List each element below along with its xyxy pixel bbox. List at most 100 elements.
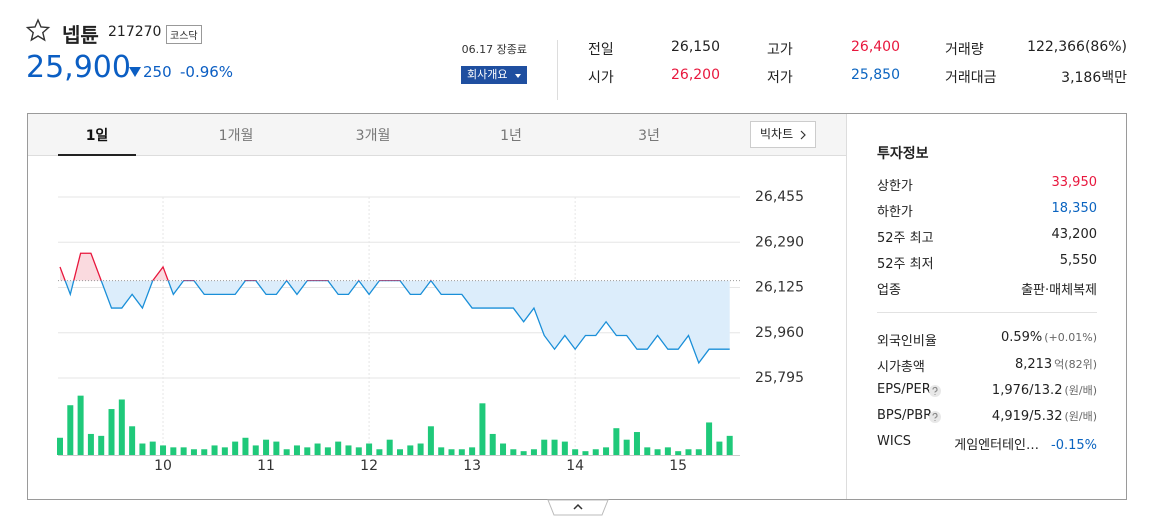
area-fill-down <box>60 280 730 363</box>
x-tick-label: 14 <box>566 458 584 474</box>
volume-bar <box>149 441 156 455</box>
volume-bar <box>469 447 476 455</box>
volume-bar <box>170 447 177 455</box>
info-value-text: 게임엔터테인… <box>954 438 1039 453</box>
info-label: BPS/PBR <box>877 408 933 423</box>
info-label: 52주 최고 <box>877 231 934 246</box>
volume-bar <box>190 449 197 455</box>
volume-bar <box>706 422 713 455</box>
info-value: 4,919/5.32 (원/배) <box>992 408 1097 424</box>
y-tick-label: 25,960 <box>755 325 804 341</box>
volume-bar <box>283 449 290 455</box>
collapse-toggle[interactable] <box>547 499 609 516</box>
down-arrow <box>129 67 141 77</box>
current-price: 25,900 <box>26 50 131 85</box>
volume-bar <box>613 428 620 455</box>
info-note: 억(82위) <box>1054 358 1097 371</box>
volume-bar <box>98 435 105 455</box>
info-label: WICS <box>877 434 912 449</box>
volume-bar <box>695 449 702 455</box>
info-label: 외국인비율 <box>877 334 937 349</box>
volume-bar <box>664 447 671 455</box>
info-note: -0.15% <box>1051 438 1097 453</box>
period-tab[interactable]: 1일 <box>85 128 109 144</box>
info-label: 업종 <box>877 283 901 298</box>
info-value: 5,550 <box>1060 253 1097 268</box>
volume-bar <box>592 449 599 455</box>
x-tick-label: 15 <box>669 458 687 474</box>
period-tab[interactable]: 1년 <box>500 128 522 144</box>
volume-bar <box>479 403 486 455</box>
dropdown-caret <box>515 74 521 78</box>
period-tab[interactable]: 3개월 <box>355 128 391 144</box>
volume-bar <box>448 449 455 455</box>
info-value-text: 5,550 <box>1059 253 1097 268</box>
volume-bar <box>314 443 321 455</box>
info-value: 18,350 <box>1052 201 1098 216</box>
volume-bar <box>417 443 424 455</box>
bigchart-label: 빅차트 <box>760 127 794 141</box>
volume-bar <box>129 426 136 455</box>
info-value: 8,213 억(82위) <box>1015 356 1097 372</box>
info-label: 하한가 <box>877 205 913 220</box>
info-value-text: 0.59% <box>1000 330 1043 345</box>
volume-bar <box>520 451 527 455</box>
volume-bar <box>603 447 610 455</box>
volume-bar <box>633 432 640 455</box>
volume-bar <box>139 443 146 455</box>
help-circle <box>929 385 941 397</box>
volume-bar <box>376 449 383 455</box>
volume-bar <box>211 445 218 455</box>
period-tab[interactable]: 3년 <box>638 128 660 144</box>
volume-bar <box>510 449 517 455</box>
market-badge: 코스닥 <box>166 25 202 44</box>
help-icon[interactable] <box>928 384 942 398</box>
volume-bar <box>232 441 239 455</box>
stock-name: 넵튠 <box>62 23 99 47</box>
info-value: 게임엔터테인… -0.15% <box>954 434 1097 453</box>
volume-bar <box>500 443 507 455</box>
volume-bar <box>118 399 125 455</box>
volume-bar <box>242 437 249 455</box>
favorite-star[interactable] <box>25 18 51 42</box>
info-value: 0.59% (+0.01%) <box>1001 330 1097 345</box>
volume-bar <box>304 447 311 455</box>
bigchart-button[interactable]: 빅차트 <box>750 121 816 148</box>
chevron <box>800 130 806 140</box>
info-label: 상한가 <box>877 179 913 194</box>
volume-bar <box>551 439 558 455</box>
summary-label: 전일 <box>588 42 614 58</box>
volume-bar <box>675 451 682 455</box>
volume-bar <box>252 445 259 455</box>
info-value: 출판·매체복제 <box>1021 279 1097 298</box>
company-button[interactable]: 회사개요 <box>461 66 527 84</box>
volume-bar <box>57 437 63 455</box>
info-label: 시가총액 <box>877 360 925 375</box>
session-status: 06.17 장종료 <box>461 43 527 56</box>
volume-bar <box>726 435 733 455</box>
info-value: 33,950 <box>1052 175 1098 190</box>
volume-bar <box>221 447 228 455</box>
info-value-text: 8,213 <box>1014 357 1053 372</box>
info-label: 52주 최저 <box>877 257 934 272</box>
volume-bar <box>407 445 414 455</box>
volume-bar <box>201 449 208 455</box>
help-circle <box>929 411 941 423</box>
volume-bar <box>716 441 723 455</box>
volume-bar <box>324 447 331 455</box>
volume-bar <box>561 441 568 455</box>
summary-value: 25,850 <box>851 67 900 83</box>
volume-bar <box>644 447 651 455</box>
x-tick-label: 13 <box>463 458 481 474</box>
volume-bar <box>108 409 115 455</box>
help-icon[interactable] <box>928 410 942 424</box>
info-title: 투자정보 <box>877 146 929 162</box>
change-rate: -0.96% <box>180 63 234 81</box>
x-tick-label: 12 <box>360 458 378 474</box>
y-tick-label: 26,125 <box>755 280 804 296</box>
info-note: (원/배) <box>1064 410 1097 423</box>
volume-bar <box>87 433 94 455</box>
info-value-text: 4,919/5.32 <box>991 409 1063 424</box>
period-tab[interactable]: 1개월 <box>218 128 254 144</box>
y-tick-label: 25,795 <box>755 370 804 386</box>
